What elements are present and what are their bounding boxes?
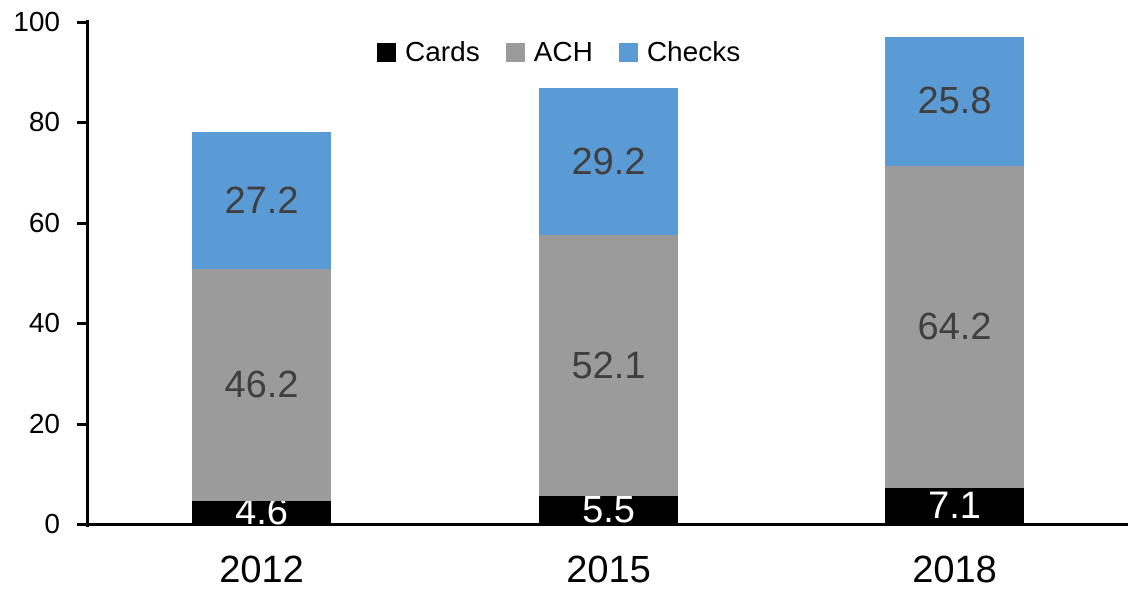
y-axis-tick-label: 80 bbox=[28, 106, 60, 137]
data-label-checks-2018: 25.8 bbox=[917, 80, 992, 123]
y-axis-tick bbox=[77, 121, 86, 124]
bar-segment-ach-2015: 52.1 bbox=[539, 234, 678, 497]
y-axis-tick-label: 20 bbox=[28, 408, 60, 439]
data-label-ach-2018: 64.2 bbox=[917, 306, 992, 349]
x-axis-label-2012: 2012 bbox=[219, 549, 304, 591]
legend-item-ach: ACH bbox=[505, 36, 593, 68]
data-label-checks-2012: 27.2 bbox=[224, 179, 299, 222]
legend-marker-checks bbox=[618, 42, 638, 62]
y-axis-tick bbox=[77, 21, 86, 24]
data-label-ach-2012: 46.2 bbox=[224, 363, 299, 406]
legend-item-cards: Cards bbox=[377, 36, 480, 68]
bar-segment-cards-2018: 7.1 bbox=[885, 485, 1024, 528]
bar-segment-checks-2012: 27.2 bbox=[192, 132, 331, 269]
chart-legend: Cards ACH Checks bbox=[377, 34, 740, 70]
legend-label-ach: ACH bbox=[533, 36, 593, 67]
y-axis-line bbox=[86, 20, 89, 527]
y-axis-tick-label: 40 bbox=[28, 307, 60, 338]
bar-segment-cards-2012: 4.6 bbox=[192, 493, 331, 531]
y-axis-tick-label: 60 bbox=[28, 207, 60, 238]
legend-item-checks: Checks bbox=[618, 36, 741, 68]
bar-segment-ach-2018: 64.2 bbox=[885, 166, 1024, 489]
x-axis-label-2018: 2018 bbox=[912, 549, 997, 591]
bar-segment-checks-2015: 29.2 bbox=[539, 88, 678, 235]
legend-marker-ach bbox=[505, 42, 525, 62]
x-axis-line bbox=[77, 523, 1128, 526]
y-axis-tick bbox=[77, 423, 86, 426]
legend-label-checks: Checks bbox=[646, 36, 741, 67]
bar-segment-cards-2015: 5.5 bbox=[539, 491, 678, 529]
legend-marker-cards bbox=[377, 42, 396, 62]
y-axis-tick bbox=[77, 222, 86, 225]
y-axis-tick bbox=[77, 322, 86, 325]
data-label-cards-2018: 7.1 bbox=[928, 485, 981, 528]
data-label-ach-2015: 52.1 bbox=[571, 344, 646, 387]
bar-segment-checks-2018: 25.8 bbox=[885, 36, 1024, 167]
y-axis-tick-label: 100 bbox=[13, 6, 60, 37]
y-axis-tick-label: 0 bbox=[44, 508, 60, 539]
x-axis-label-2015: 2015 bbox=[566, 549, 651, 591]
data-label-cards-2015: 5.5 bbox=[582, 489, 635, 532]
bar-segment-ach-2012: 46.2 bbox=[192, 269, 331, 501]
data-label-checks-2015: 29.2 bbox=[571, 140, 646, 183]
legend-label-cards: Cards bbox=[405, 36, 480, 67]
